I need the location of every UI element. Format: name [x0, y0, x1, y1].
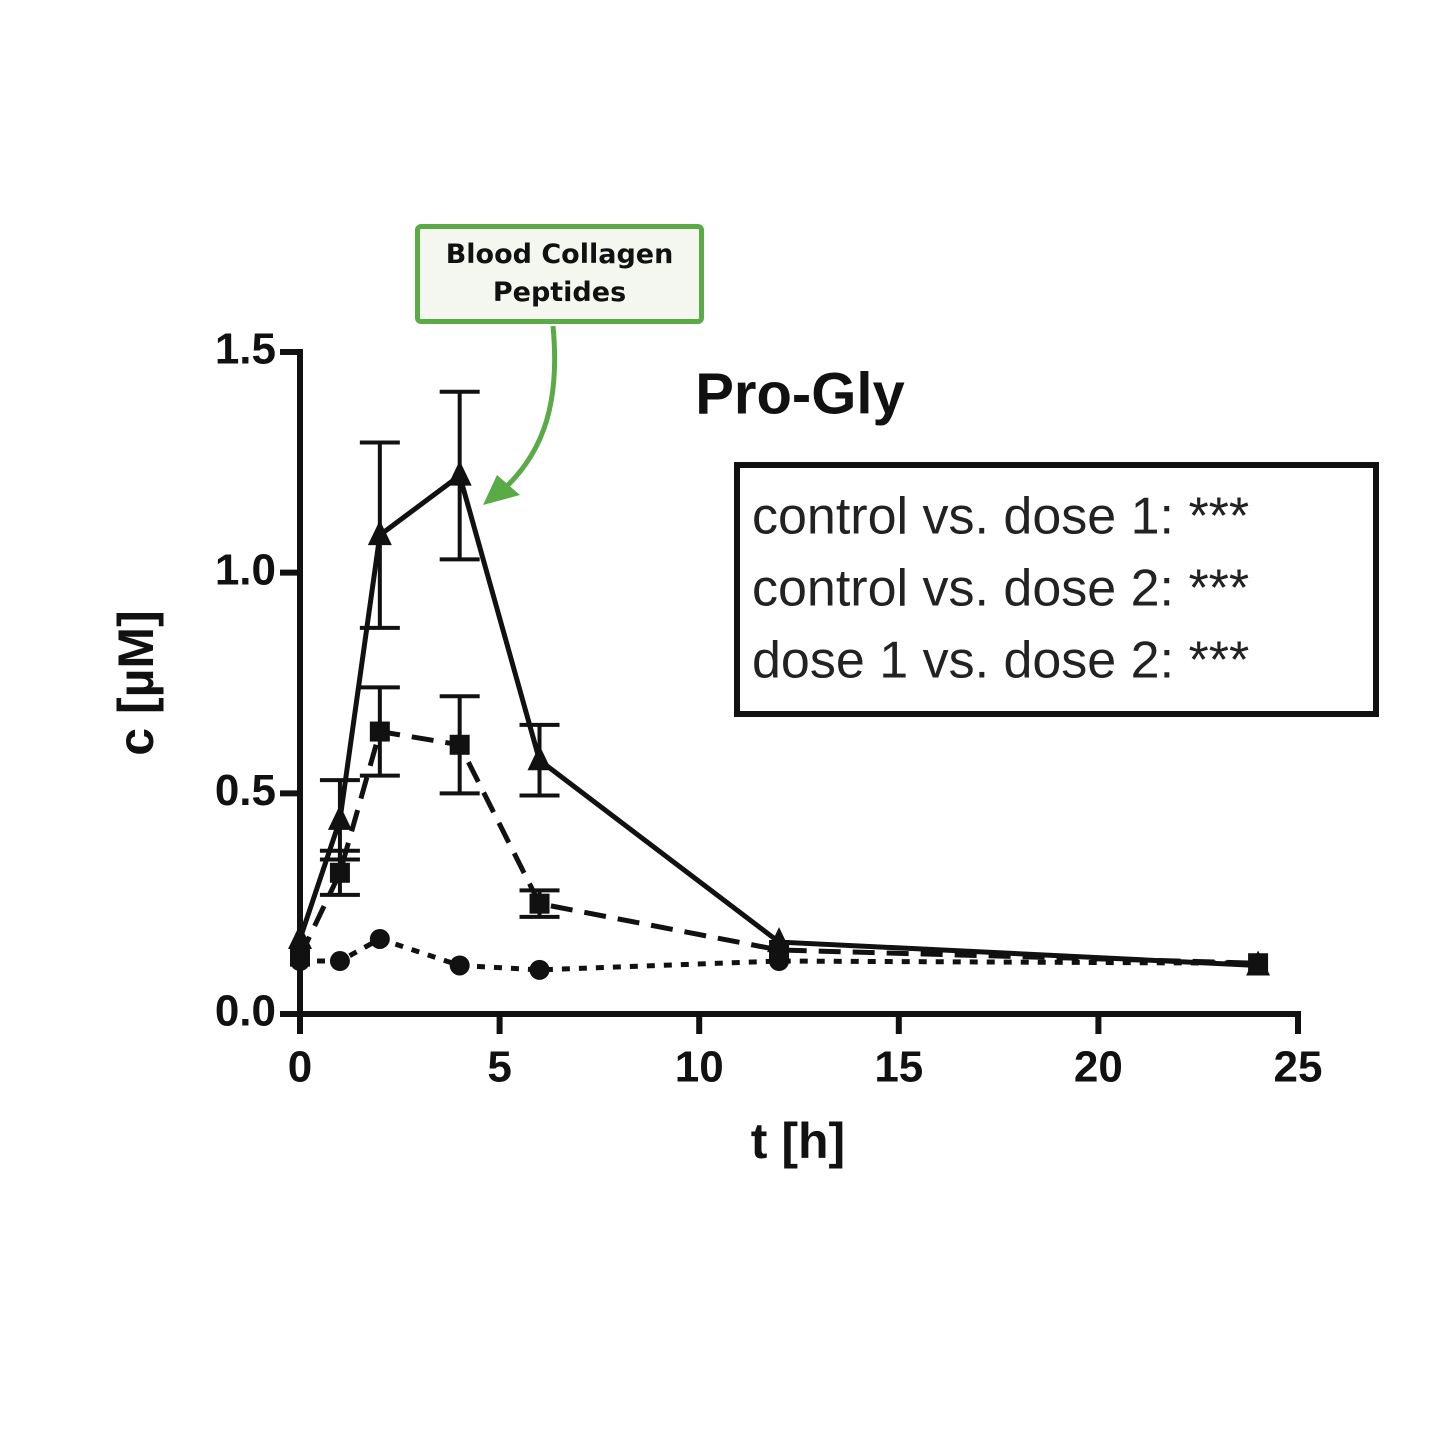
stats-text: control vs. dose 2: *** — [752, 560, 1249, 618]
marker — [329, 951, 350, 972]
y-tick-label: 1.5 — [215, 325, 276, 374]
marker — [447, 460, 472, 486]
stats-text: dose 1 vs. dose 2: *** — [752, 632, 1249, 690]
chart-title: Pro-Gly — [695, 361, 905, 426]
marker — [769, 951, 790, 972]
marker — [1248, 953, 1269, 974]
y-axis-label: c [µM] — [108, 610, 164, 755]
marker — [290, 951, 310, 972]
callout: Blood Collagen Peptides — [415, 224, 704, 324]
y-tick-label: 0.0 — [215, 987, 276, 1036]
x-tick-label: 20 — [1074, 1043, 1123, 1092]
stats-text: control vs. dose 1: *** — [752, 488, 1249, 546]
marker — [367, 520, 392, 546]
marker — [369, 721, 390, 742]
x-tick-label: 0 — [288, 1043, 312, 1092]
x-tick-label: 5 — [487, 1043, 511, 1092]
marker — [327, 804, 352, 830]
callout-arrow — [503, 325, 558, 490]
marker — [529, 959, 550, 980]
stats-box — [734, 462, 1379, 717]
x-axis-label: t [h] — [751, 1113, 845, 1169]
x-tick-label: 25 — [1274, 1043, 1323, 1092]
marker — [527, 745, 552, 771]
marker — [449, 734, 470, 755]
x-tick-label: 15 — [874, 1043, 923, 1092]
callout-arrowhead — [483, 475, 520, 505]
x-tick-label: 10 — [675, 1043, 724, 1092]
marker — [529, 893, 550, 914]
y-tick-label: 0.5 — [215, 766, 276, 815]
marker — [369, 928, 390, 949]
marker — [329, 862, 350, 883]
marker — [449, 955, 470, 976]
y-tick-label: 1.0 — [215, 545, 276, 594]
